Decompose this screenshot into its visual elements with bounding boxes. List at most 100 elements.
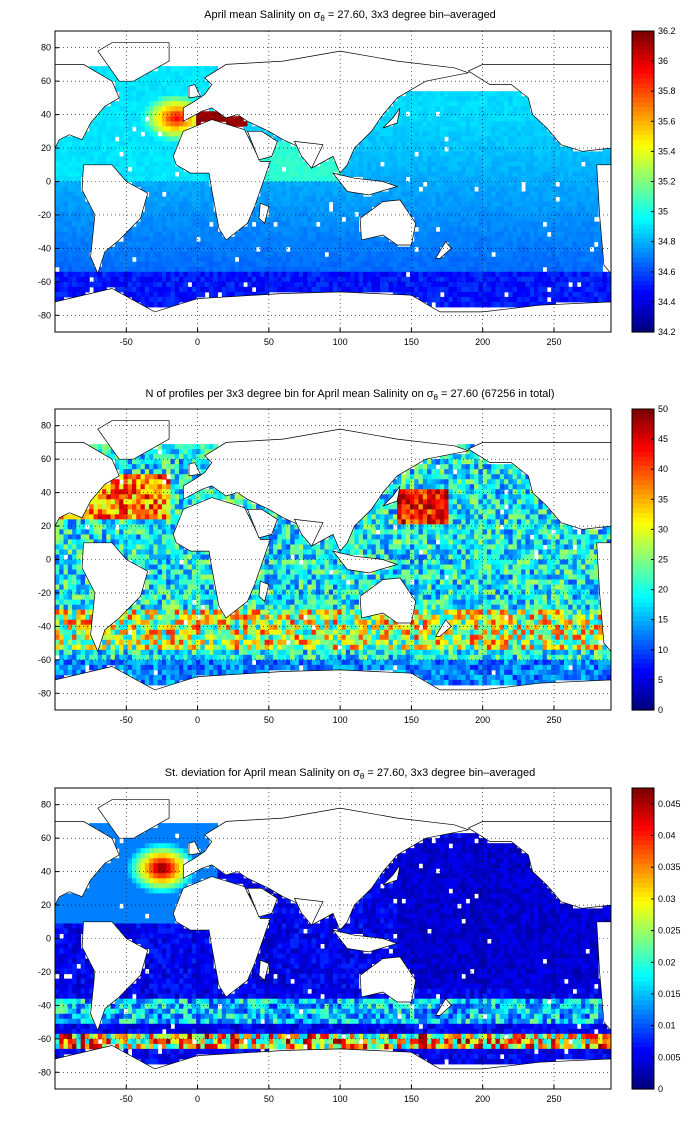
heatmap-cell [80, 226, 86, 233]
heatmap-cell [461, 131, 467, 137]
heatmap-cell [55, 559, 60, 566]
heatmap-cell [80, 251, 86, 258]
heatmap-cell [285, 156, 291, 162]
heatmap-cell [200, 221, 206, 228]
heatmap-cell [140, 544, 146, 550]
heatmap-cell [106, 66, 112, 72]
heatmap-cell [67, 584, 73, 591]
heatmap-cell [465, 91, 471, 97]
heatmap-cell [174, 296, 180, 303]
heatmap-cell [153, 519, 159, 525]
heatmap-cell [127, 91, 133, 97]
heatmap-cell [581, 226, 586, 233]
heatmap-cell [187, 266, 193, 273]
heatmap-cell [538, 271, 544, 278]
heatmap-cell [273, 196, 278, 203]
heatmap-cell [285, 251, 291, 258]
heatmap-cell [328, 211, 334, 218]
heatmap-cell [508, 161, 514, 167]
landmass [188, 84, 201, 99]
heatmap-cell [491, 101, 497, 107]
heatmap-cell [405, 286, 411, 293]
heatmap-cell [388, 156, 394, 162]
heatmap-cell [491, 221, 497, 228]
heatmap-cell [55, 181, 60, 188]
heatmap-cell [55, 186, 60, 193]
heatmap-cell [119, 121, 124, 127]
heatmap-cell [431, 231, 437, 238]
heatmap-cell [392, 126, 398, 132]
heatmap-cell [593, 196, 599, 203]
heatmap-cell [106, 649, 112, 656]
heatmap-cell [131, 609, 137, 616]
heatmap-cell [576, 251, 582, 258]
heatmap-cell [149, 151, 154, 157]
heatmap-cell [354, 206, 360, 213]
heatmap-cell [136, 474, 142, 480]
heatmap-cell [478, 291, 484, 298]
heatmap-cell [563, 276, 569, 283]
heatmap-cell [110, 261, 116, 268]
heatmap-cell [439, 301, 445, 308]
heatmap-cell [281, 271, 287, 278]
heatmap-cell [465, 241, 471, 248]
heatmap-cell [538, 126, 544, 132]
heatmap-cell [166, 186, 171, 193]
heatmap-cell [161, 141, 167, 147]
heatmap-cell [136, 106, 142, 112]
heatmap-cell [102, 639, 107, 646]
heatmap-cell [157, 216, 163, 223]
colorbar-segment [632, 190, 654, 197]
heatmap-cell [315, 206, 321, 213]
heatmap-cell [119, 634, 124, 641]
heatmap-cell [157, 469, 163, 475]
heatmap-cell [551, 146, 556, 152]
heatmap-cell [110, 251, 116, 258]
heatmap-cell [307, 181, 313, 188]
heatmap-cell [123, 241, 129, 248]
heatmap-cell [563, 256, 569, 263]
heatmap-cell [298, 161, 304, 167]
heatmap-cell [448, 181, 454, 188]
heatmap-cell [384, 151, 390, 157]
heatmap-cell [585, 216, 591, 223]
heatmap-cell [84, 644, 90, 651]
heatmap-cell [418, 171, 424, 177]
heatmap-cell [290, 171, 296, 177]
heatmap-cell [375, 136, 381, 142]
heatmap-cell [144, 459, 150, 465]
heatmap-cell [273, 251, 278, 258]
heatmap-cell [183, 86, 189, 92]
heatmap-cell [89, 504, 94, 510]
heatmap-cell [367, 201, 372, 208]
heatmap-cell [179, 66, 184, 72]
heatmap-cell [285, 206, 291, 213]
heatmap-cell [534, 231, 539, 238]
heatmap-cell [499, 251, 505, 258]
heatmap-cell [409, 156, 415, 162]
heatmap-cell [405, 261, 411, 268]
heatmap-cell [59, 166, 65, 172]
heatmap-cell [401, 136, 407, 142]
heatmap-cell [153, 644, 159, 651]
heatmap-cell [491, 236, 497, 243]
heatmap-cell [213, 66, 219, 72]
heatmap-cell [153, 266, 159, 273]
heatmap-cell [444, 286, 449, 293]
heatmap-cell [157, 509, 163, 515]
heatmap-cell [273, 186, 278, 193]
heatmap-cell [508, 91, 514, 97]
heatmap-cell [59, 221, 65, 228]
heatmap-cell [63, 181, 69, 188]
heatmap-cell [504, 276, 509, 283]
heatmap-cell [127, 624, 133, 631]
heatmap-cell [166, 116, 171, 122]
heatmap-cell [136, 156, 142, 162]
heatmap-cell [144, 76, 150, 82]
heatmap-cell [140, 669, 146, 676]
heatmap-cell [161, 186, 167, 193]
heatmap-cell [153, 196, 159, 203]
heatmap-cell [226, 251, 231, 258]
heatmap-cell [191, 171, 197, 177]
heatmap-cell [465, 111, 471, 117]
